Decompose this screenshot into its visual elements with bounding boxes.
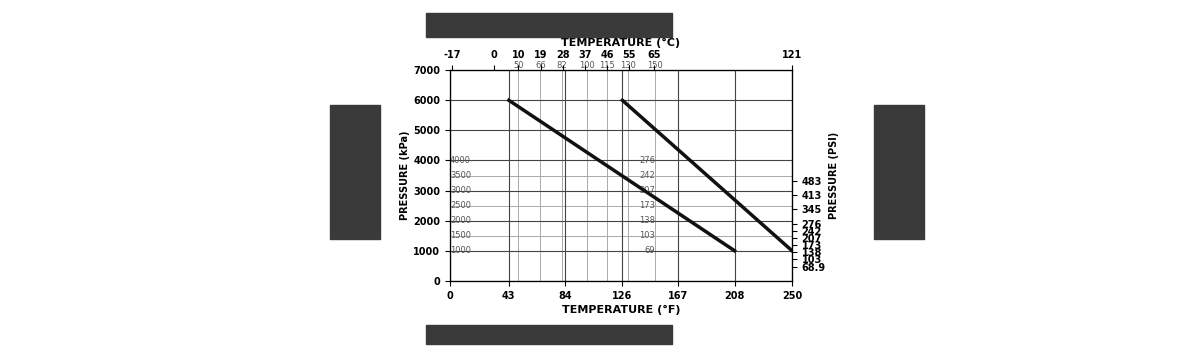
- Text: 103: 103: [640, 231, 655, 240]
- Text: 130: 130: [620, 61, 636, 70]
- Text: 50: 50: [514, 61, 523, 70]
- Y-axis label: PRESSURE (kPa): PRESSURE (kPa): [401, 131, 410, 220]
- Text: 115: 115: [600, 61, 616, 70]
- Text: 1500: 1500: [450, 231, 470, 240]
- Text: 66: 66: [535, 61, 546, 70]
- Text: 4000: 4000: [450, 156, 470, 165]
- Text: 207: 207: [640, 186, 655, 195]
- Text: 2000: 2000: [450, 216, 470, 225]
- Text: 173: 173: [640, 201, 655, 210]
- Text: 150: 150: [647, 61, 664, 70]
- Text: 3500: 3500: [450, 171, 472, 180]
- X-axis label: TEMPERATURE (°C): TEMPERATURE (°C): [562, 38, 680, 48]
- Text: 138: 138: [640, 216, 655, 225]
- Text: 3000: 3000: [450, 186, 472, 195]
- Text: 2500: 2500: [450, 201, 470, 210]
- Text: 242: 242: [640, 171, 655, 180]
- Text: 1000: 1000: [450, 246, 470, 255]
- Text: 82: 82: [557, 61, 568, 70]
- X-axis label: TEMPERATURE (°F): TEMPERATURE (°F): [562, 305, 680, 315]
- Text: 276: 276: [640, 156, 655, 165]
- Text: 100: 100: [578, 61, 595, 70]
- Y-axis label: PRESSURE (PSI): PRESSURE (PSI): [829, 132, 839, 219]
- Text: 69: 69: [644, 246, 655, 255]
